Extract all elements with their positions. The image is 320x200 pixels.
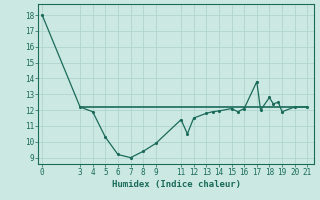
X-axis label: Humidex (Indice chaleur): Humidex (Indice chaleur) xyxy=(111,180,241,189)
